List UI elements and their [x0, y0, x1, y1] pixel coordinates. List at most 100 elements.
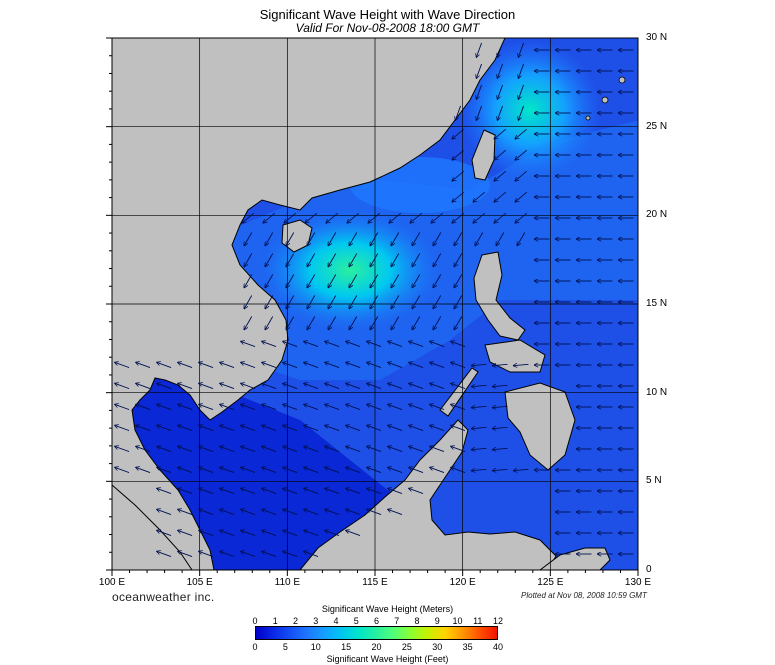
wave-direction-arrow: [262, 383, 277, 389]
wave-direction-arrow: [451, 383, 466, 389]
colorbar-meters-tick: 11: [473, 616, 483, 626]
wave-direction-arrow: [262, 425, 277, 431]
wave-direction-arrow: [244, 295, 253, 309]
wave-direction-arrow: [391, 253, 400, 267]
wave-direction-arrow: [283, 467, 298, 473]
lon-label: 100 E: [98, 577, 126, 588]
wave-direction-arrow: [328, 316, 337, 330]
wave-direction-arrow: [136, 362, 151, 368]
wave-direction-arrow: [370, 295, 379, 309]
wave-direction-arrow: [265, 232, 274, 246]
wave-direction-arrow: [115, 383, 130, 389]
wave-direction-arrow: [391, 232, 400, 246]
wave-direction-arrow: [515, 128, 528, 139]
wave-direction-arrow: [497, 63, 503, 78]
wave-direction-arrow: [454, 274, 463, 288]
land-visayas: [484, 339, 546, 373]
wave-direction-arrow: [220, 404, 235, 410]
wave-direction-arrow: [454, 232, 463, 246]
wave-direction-arrow: [391, 295, 400, 309]
wave-direction-arrow: [433, 295, 442, 309]
wave-direction-arrow: [514, 364, 529, 365]
wave-direction-arrow: [286, 295, 295, 309]
wave-direction-arrow: [241, 362, 256, 368]
colorbar-meters-tick: 9: [434, 616, 440, 626]
wave-direction-arrow: [409, 425, 424, 431]
wave-direction-arrow: [367, 509, 382, 515]
wave-direction-arrow: [244, 274, 253, 288]
wave-direction-arrow: [325, 488, 340, 494]
wave-direction-arrow: [370, 253, 379, 267]
wave-direction-arrow: [178, 425, 193, 431]
wave-direction-arrow: [452, 191, 465, 202]
wave-direction-arrow: [412, 274, 421, 288]
lon-label: 115 E: [362, 577, 388, 588]
wave-direction-arrow: [451, 425, 466, 431]
colorbar-meters-tick: 7: [394, 616, 400, 626]
colorbar: [255, 626, 498, 640]
wave-direction-arrow: [388, 467, 403, 473]
wave-direction-arrow: [115, 446, 130, 452]
wave-direction-arrow: [263, 212, 276, 223]
wave-direction-arrow: [178, 404, 193, 410]
wave-direction-arrow: [412, 253, 421, 267]
colorbar-feet-tick: 20: [371, 642, 382, 652]
colorbar-meters-tick: 4: [333, 616, 339, 626]
wave-direction-arrow: [325, 425, 340, 431]
wave-direction-arrow: [346, 404, 361, 410]
wave-direction-arrow: [476, 84, 482, 99]
colorbar-feet-tick: 25: [401, 642, 412, 652]
wave-direction-arrow: [389, 212, 402, 223]
wave-direction-arrow: [283, 341, 298, 347]
wave-direction-arrow: [431, 212, 444, 223]
wave-direction-arrow: [430, 404, 445, 410]
wave-direction-arrow: [349, 253, 358, 267]
lat-label: 20 N: [646, 209, 668, 221]
wave-direction-arrow: [262, 509, 277, 515]
colorbar-feet-tick: 30: [432, 642, 443, 652]
wave-direction-arrow: [472, 427, 487, 428]
wave-direction-arrow: [283, 488, 298, 494]
wave-direction-arrow: [346, 509, 361, 515]
wave-direction-arrow: [283, 509, 298, 515]
wave-direction-arrow: [220, 425, 235, 431]
wave-direction-arrow: [242, 212, 255, 223]
lat-label: 0: [646, 564, 652, 575]
wave-direction-arrow: [178, 551, 193, 557]
wave-direction-arrow: [454, 316, 463, 330]
wave-direction-arrow: [472, 385, 487, 386]
wave-direction-arrow: [286, 232, 295, 246]
colorbar-feet-tick: 35: [462, 642, 473, 652]
wave-direction-arrow: [157, 488, 172, 494]
wave-direction-arrow: [241, 467, 256, 473]
wave-direction-arrow: [409, 362, 424, 368]
wave-direction-arrow: [178, 509, 193, 515]
wave-direction-arrow: [199, 488, 214, 494]
wave-direction-arrow: [307, 232, 316, 246]
colorbar-meters-tick: 0: [252, 616, 258, 626]
wave-direction-arrow: [304, 425, 319, 431]
wave-direction-arrow: [368, 212, 381, 223]
wave-direction-arrow: [367, 446, 382, 452]
wave-direction-arrow: [178, 488, 193, 494]
wave-direction-arrow: [178, 383, 193, 389]
colorbar-feet-tick: 5: [282, 642, 288, 652]
wave-direction-arrow: [220, 530, 235, 536]
wave-direction-arrow: [412, 232, 421, 246]
wave-direction-arrow: [199, 404, 214, 410]
wave-direction-arrow: [476, 105, 482, 120]
wave-direction-arrow: [493, 427, 508, 428]
wave-direction-arrow: [388, 509, 403, 515]
wave-direction-arrow: [346, 446, 361, 452]
wave-direction-arrow: [451, 362, 466, 368]
wave-direction-arrow: [347, 212, 360, 223]
wave-direction-arrow: [307, 253, 316, 267]
wave-direction-arrow: [157, 404, 172, 410]
wave-direction-arrow: [476, 63, 482, 78]
wave-direction-arrow: [157, 530, 172, 536]
wave-direction-arrow: [157, 383, 172, 389]
wave-direction-arrow: [475, 232, 484, 246]
wave-direction-arrow: [346, 362, 361, 368]
colorbar-feet-tick: 15: [341, 642, 352, 652]
